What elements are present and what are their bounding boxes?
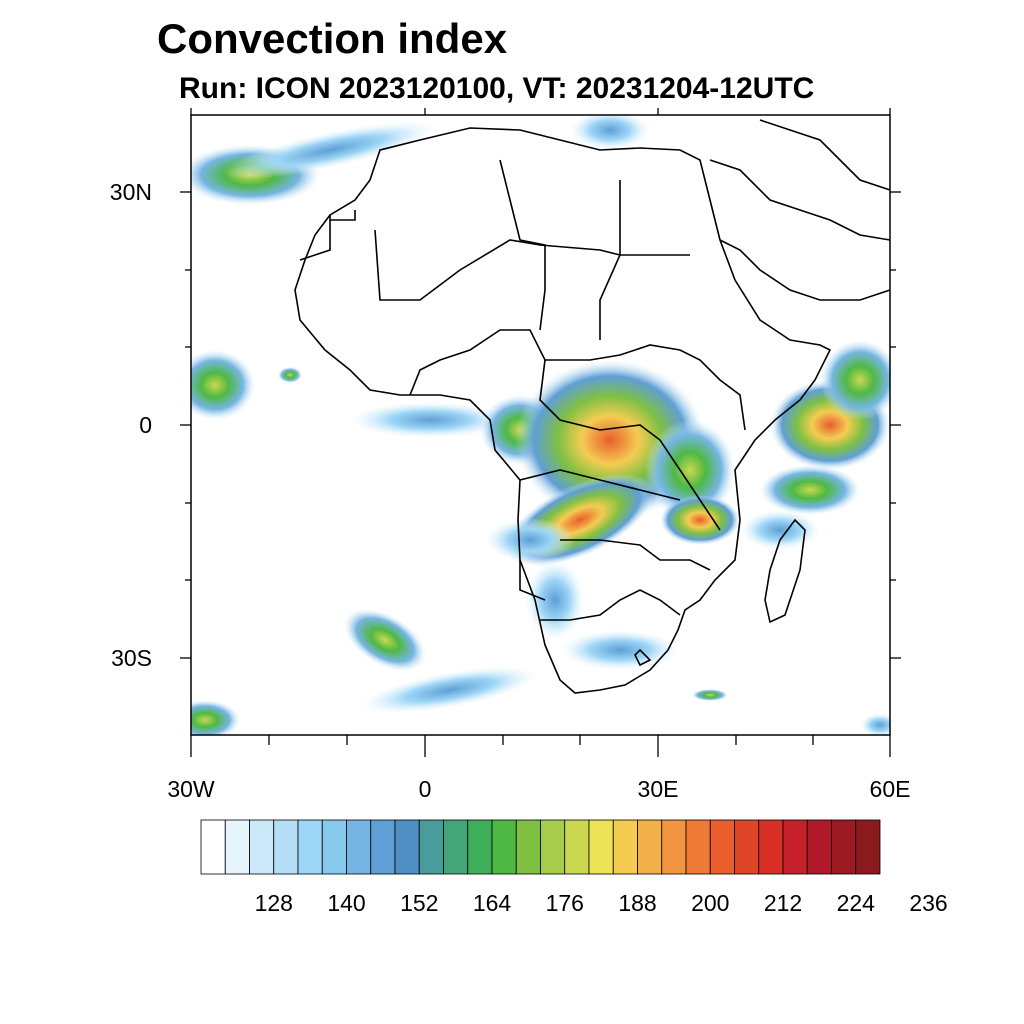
lon-label-60e: 60E: [869, 776, 911, 802]
colorbar-swatch: [709, 819, 735, 875]
colorbar-label: 224: [836, 890, 875, 916]
lat-label-30s: 30S: [111, 645, 152, 671]
colorbar-label: 188: [618, 890, 657, 916]
colorbar-swatch: [418, 819, 444, 875]
colorbar-swatch: [831, 819, 857, 875]
lat-label-0: 0: [139, 412, 152, 438]
colorbar-swatch: [491, 819, 517, 875]
colorbar-swatch: [297, 819, 323, 875]
colorbar-swatch: [370, 819, 396, 875]
colorbar-swatch: [806, 819, 832, 875]
colorbar-label: 200: [691, 890, 730, 916]
colorbar-swatch: [734, 819, 760, 875]
colorbar-label: 128: [254, 890, 293, 916]
colorbar-swatch: [249, 819, 275, 875]
colorbar-swatch: [273, 819, 299, 875]
colorbar-swatch: [685, 819, 711, 875]
colorbar-label: 236: [909, 890, 948, 916]
colorbar-swatch: [661, 819, 687, 875]
lon-ticks: [190, 108, 891, 757]
colorbar: [200, 819, 881, 875]
colorbar-label: 212: [763, 890, 803, 916]
lat-label-30n: 30N: [109, 179, 152, 205]
colorbar-swatch: [588, 819, 614, 875]
colorbar-swatch: [321, 819, 347, 875]
colorbar-swatch: [394, 819, 420, 875]
colorbar-swatch: [855, 819, 881, 875]
colorbar-swatch: [200, 819, 226, 875]
colorbar-swatch: [637, 819, 663, 875]
colorbar-swatch: [564, 819, 590, 875]
colorbar-swatch: [758, 819, 784, 875]
colorbar-label: 164: [472, 890, 512, 916]
colorbar-label: 140: [327, 890, 366, 916]
colorbar-swatch: [782, 819, 808, 875]
colorbar-swatch: [443, 819, 469, 875]
lat-ticks: [180, 191, 901, 659]
coastlines: [294, 119, 890, 694]
colorbar-swatch: [540, 819, 566, 875]
colorbar-swatch: [515, 819, 541, 875]
colorbar-swatch: [224, 819, 250, 875]
colorbar-swatch: [467, 819, 493, 875]
lon-label-30w: 30W: [167, 776, 215, 802]
colorbar-label: 152: [400, 890, 439, 916]
colorbar-label: 176: [545, 890, 584, 916]
map-subtitle: Run: ICON 2023120100, VT: 20231204-12UTC: [179, 72, 815, 105]
colorbar-swatch: [346, 819, 372, 875]
lon-label-30e: 30E: [637, 776, 679, 802]
lon-label-0: 0: [418, 776, 432, 802]
convection-field: [191, 115, 890, 735]
map-title: Convection index: [157, 15, 508, 62]
colorbar-swatch: [612, 819, 638, 875]
